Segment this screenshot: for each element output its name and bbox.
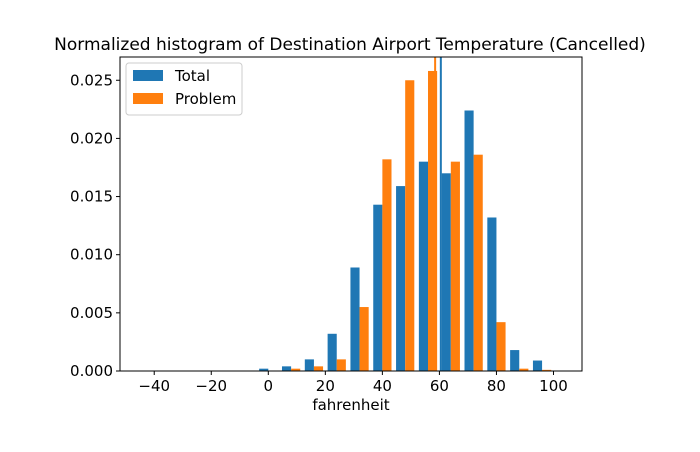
y-tick-label: 0.015 [70, 188, 113, 206]
bar-problem-17 [519, 368, 529, 371]
bar-total-13 [418, 161, 428, 371]
chart-title: Normalized histogram of Destination Airp… [54, 35, 646, 55]
legend-swatch-total [133, 70, 163, 81]
bar-total-7 [281, 366, 292, 371]
bar-problem-13 [428, 70, 438, 371]
x-tick-label: 40 [373, 377, 392, 395]
x-tick-label: 20 [316, 377, 335, 395]
bar-problem-16 [496, 322, 506, 371]
y-tick-label: 0.020 [70, 129, 113, 147]
bar-problem-10 [359, 307, 369, 371]
y-tick-label: 0.025 [70, 71, 113, 89]
bar-problem-9 [336, 359, 346, 371]
bar-total-8 [304, 359, 314, 371]
bar-total-10 [350, 267, 360, 371]
bar-problem-8 [313, 366, 324, 371]
bar-problem-18 [542, 369, 552, 371]
bar-total-16 [487, 217, 497, 371]
bar-total-18 [532, 360, 543, 371]
legend: Total Problem [125, 62, 243, 116]
bar-total-9 [327, 333, 337, 371]
bar-total-15 [464, 110, 474, 371]
bar-problem-7 [291, 368, 301, 371]
x-tick-label: 100 [539, 377, 568, 395]
bar-problem-15 [473, 154, 483, 371]
x-tick-label: 80 [487, 377, 506, 395]
bar-total-11 [373, 204, 383, 371]
legend-label-problem: Problem [175, 90, 236, 108]
y-tick-label: 0.000 [70, 362, 113, 380]
legend-label-total: Total [174, 67, 210, 85]
bar-total-12 [396, 186, 406, 371]
y-tick-label: 0.010 [70, 246, 113, 264]
plot-frame [119, 56, 583, 372]
x-tick-label: −20 [195, 377, 227, 395]
y-tick-label: 0.005 [70, 304, 113, 322]
x-axis-label: fahrenheit [312, 396, 389, 414]
bar-problem-14 [450, 161, 460, 371]
bar-problem-12 [405, 80, 415, 371]
bar-total-6 [259, 368, 269, 371]
legend-swatch-problem [133, 93, 163, 104]
x-tick-label: 60 [430, 377, 449, 395]
bar-problem-11 [382, 159, 392, 371]
x-tick-label: 0 [264, 377, 274, 395]
bar-total-14 [441, 173, 451, 371]
bar-total-17 [510, 350, 520, 371]
x-tick-label: −40 [138, 377, 170, 395]
